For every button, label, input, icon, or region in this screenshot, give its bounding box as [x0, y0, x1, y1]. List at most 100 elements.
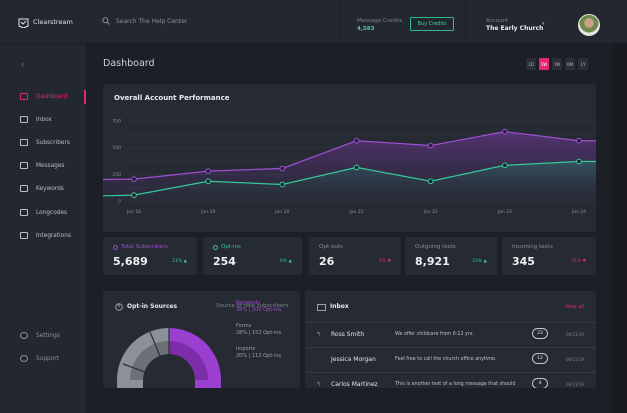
stat-label: Incoming texts — [512, 244, 553, 250]
sidebar-item-subscribers[interactable]: Subscribers — [20, 139, 70, 146]
reply-icon: ↰ — [316, 331, 322, 338]
data-point — [353, 164, 360, 171]
collapse-sidebar-icon[interactable]: ‹ — [21, 60, 25, 69]
top-bar: Clearstream Search The Help Center Messa… — [0, 0, 627, 44]
message-preview: This is another test of a long message t… — [395, 382, 516, 387]
sidebar-item-longcodes[interactable]: Longcodes — [20, 209, 67, 216]
stat-card-incoming-texts[interactable]: Incoming texts 345 31% ▼ — [502, 237, 596, 275]
y-tick-label: 250 — [112, 172, 121, 178]
inbox-icon — [20, 116, 28, 123]
stat-change: 33% ▲ — [472, 259, 487, 264]
pie-icon — [115, 303, 123, 311]
stat-change: 6% ▲ — [279, 259, 292, 264]
x-tick-label: Jan 24 — [571, 209, 586, 215]
optin-donut-chart — [117, 328, 221, 388]
stat-value: 26 — [319, 255, 335, 268]
range-1d[interactable]: 1D — [526, 58, 536, 70]
gear-icon — [20, 332, 28, 339]
stat-change: 4% ▼ — [378, 259, 391, 264]
integrations-icon — [20, 232, 28, 239]
legend-marker-icon — [113, 244, 118, 250]
search-placeholder: Search The Help Center — [116, 17, 188, 25]
sender-name: Jessica Morgan — [331, 356, 376, 363]
stat-change: 31% ▼ — [571, 259, 586, 264]
credits-value: 4,583 — [357, 26, 375, 32]
data-point — [205, 178, 212, 185]
sidebar-item-integrations[interactable]: Integrations — [20, 232, 71, 239]
view-all-link[interactable]: View all — [564, 304, 584, 310]
sidebar-item-label: Keywords — [36, 185, 64, 192]
x-tick-label: Jan 23 — [497, 209, 512, 215]
legend-detail: 20% | 112 Opt-ins — [236, 353, 282, 359]
page-title: Dashboard — [103, 58, 155, 69]
optin-title: Opt-in Sources — [127, 303, 178, 310]
data-point — [131, 192, 137, 199]
range-1y[interactable]: 1Y — [578, 58, 588, 70]
range-1m[interactable]: 1M — [552, 58, 562, 70]
account-selector[interactable]: Account The Early Church ▾ — [472, 0, 568, 44]
logo[interactable]: Clearstream — [0, 0, 86, 44]
message-count-badge: 23 — [532, 328, 548, 339]
dashboard-icon — [20, 93, 28, 100]
optin-legend-forms: Forms 28% | 152 Opt-ins — [236, 323, 281, 337]
stat-value: 5,689 — [113, 255, 148, 268]
data-point — [576, 158, 582, 165]
data-point — [501, 162, 508, 169]
sidebar-item-settings[interactable]: Settings — [20, 332, 60, 339]
legend-detail: 28% | 152 Opt-ins — [236, 330, 282, 336]
message-credits: Message Credits 4,583 Buy Credits — [340, 0, 466, 44]
sidebar-item-messages[interactable]: Messages — [20, 162, 64, 169]
search-input[interactable]: Search The Help Center — [102, 17, 187, 25]
x-tick-label: Jan 18 — [126, 209, 141, 215]
sidebar-item-label: Integrations — [36, 232, 71, 239]
stat-card-outgoing-texts[interactable]: Outgoing texts 8,921 33% ▲ — [405, 237, 497, 275]
message-preview: Feel free to call the church office anyt… — [395, 357, 497, 362]
buy-credits-button[interactable]: Buy Credits — [410, 17, 454, 31]
phone-icon — [20, 209, 28, 216]
sidebar-item-keywords[interactable]: Keywords — [20, 185, 64, 192]
sidebar-item-label: Subscribers — [36, 139, 70, 146]
stat-change: 21% ▲ — [172, 259, 187, 264]
range-6m[interactable]: 6M — [565, 58, 575, 70]
x-tick-label: Jan 19 — [200, 209, 215, 215]
stat-card-total-subscribers[interactable]: Total Subscribers 5,689 21% ▲ — [103, 237, 197, 275]
stat-value: 8,921 — [415, 255, 450, 268]
time-range-selector: 1D 1W 1M 6M 1Y — [526, 58, 588, 70]
bottom-edge — [86, 388, 613, 413]
sidebar-item-inbox[interactable]: Inbox — [20, 116, 52, 123]
sidebar-item-label: Settings — [36, 332, 60, 339]
sidebar-item-label: Longcodes — [36, 209, 68, 216]
y-tick-label: 750 — [112, 119, 121, 125]
optin-legend-keywords: Keywords 38% | 200 Opt-ins — [236, 300, 281, 314]
stat-label: Outgoing texts — [415, 244, 456, 250]
inbox-row[interactable]: Jessica Morgan Feel free to call the chu… — [306, 347, 596, 371]
data-point — [427, 142, 434, 149]
legend-name: Imports — [236, 346, 256, 352]
inbox-row[interactable]: ↰ Ross Smith We offer childcare from 0-12… — [306, 322, 596, 346]
sender-name: Ross Smith — [331, 331, 365, 338]
message-date: 06/11/19 — [566, 332, 584, 337]
stat-card-opt-outs[interactable]: Opt-outs 26 4% ▼ — [309, 237, 401, 275]
y-tick-label: 500 — [112, 145, 121, 151]
subscribers-icon — [20, 139, 28, 146]
chevron-down-icon: ▾ — [542, 21, 545, 27]
sidebar-item-label: Dashboard — [36, 93, 68, 100]
stat-value: 345 — [512, 255, 535, 268]
sender-name: Carlos Martinez — [331, 381, 378, 388]
range-1w[interactable]: 1W — [539, 58, 549, 70]
inbox-title: Inbox — [330, 303, 349, 310]
stat-label: Opt-ins — [221, 244, 241, 250]
stat-card-opt-ins[interactable]: Opt-ins 254 6% ▲ — [203, 237, 302, 275]
reply-icon: ↰ — [316, 381, 322, 388]
legend-name: Forms — [236, 323, 252, 329]
sidebar-item-dashboard[interactable]: Dashboard — [20, 93, 67, 100]
avatar[interactable] — [578, 14, 600, 36]
support-icon — [20, 355, 28, 362]
message-date: 06/11/19 — [566, 382, 584, 387]
optin-sources-card: Opt-in Sources Source of new subscribers… — [103, 291, 300, 388]
scrollbar-track[interactable] — [613, 44, 627, 413]
y-tick-label: 0 — [118, 199, 121, 205]
sidebar-item-support[interactable]: Support — [20, 355, 59, 362]
sidebar-item-label: Support — [36, 355, 59, 362]
message-count-badge: 12 — [532, 353, 548, 364]
